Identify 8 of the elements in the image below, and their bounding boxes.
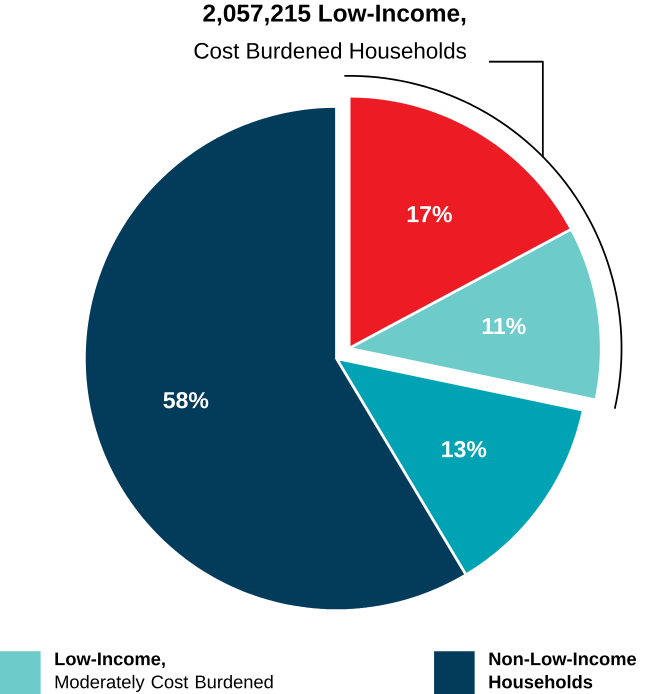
chart-title: 2,057,215 Low-Income, [203, 4, 466, 26]
data-label: 17% [408, 206, 452, 222]
data-label: 58% [163, 392, 208, 408]
legend-label: Non-Low-Income Households [489, 652, 636, 688]
data-label: 13% [442, 441, 486, 458]
legend-label: Low-Income, Moderately Cost Burdened [55, 652, 272, 692]
chart-subtitle: Cost Burdened Households [194, 42, 466, 59]
data-label: 11% [482, 318, 526, 334]
